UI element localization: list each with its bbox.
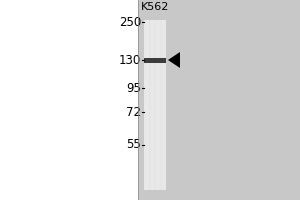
Text: 250: 250 — [119, 16, 141, 28]
Text: 72: 72 — [126, 106, 141, 118]
Text: K562: K562 — [141, 2, 169, 12]
Text: 95: 95 — [126, 82, 141, 95]
Text: 130: 130 — [119, 53, 141, 66]
Polygon shape — [168, 52, 180, 68]
Bar — [144, 20, 166, 190]
Bar — [138, 0, 300, 200]
Bar — [144, 58, 166, 62]
Text: 55: 55 — [126, 138, 141, 152]
